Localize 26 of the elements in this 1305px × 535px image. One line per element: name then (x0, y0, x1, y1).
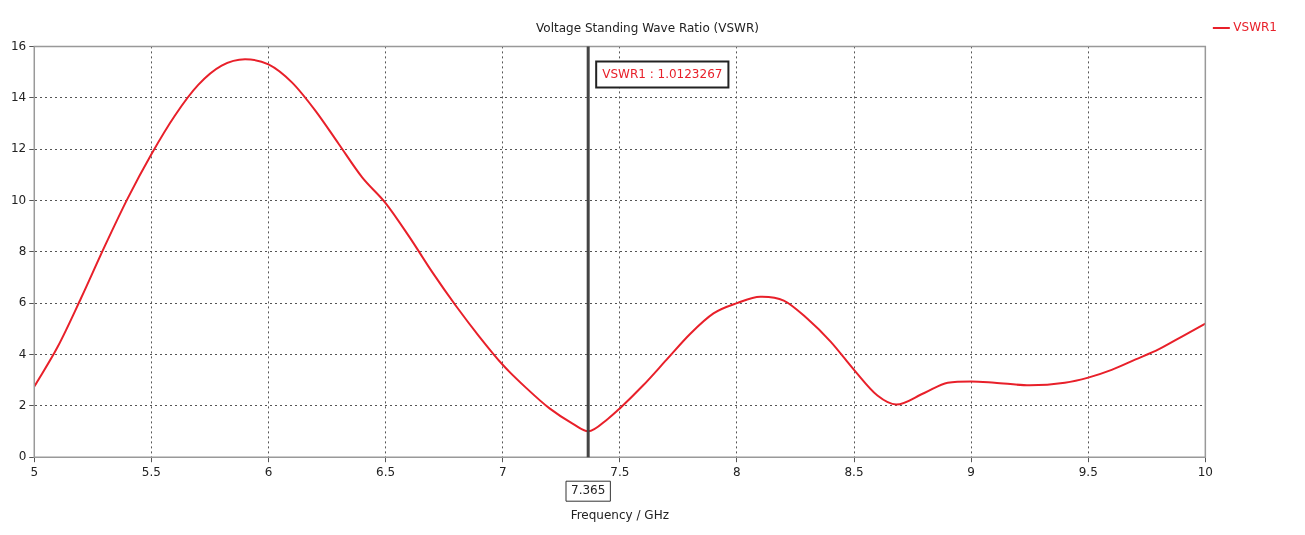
x-tick-label: 10 (1197, 464, 1213, 479)
x-tick-label: 5 (30, 464, 39, 479)
x-tick-label: 8 (733, 464, 741, 479)
legend-label: VSWR1 (1233, 20, 1278, 35)
x-tick-label: 9.5 (1078, 464, 1098, 479)
y-tick-label: 12 (10, 141, 27, 156)
x-tick-label: 5.5 (141, 464, 161, 479)
x-tick-label: 6 (264, 464, 273, 479)
y-tick-label: 2 (18, 397, 27, 412)
y-tick-label: 8 (18, 243, 27, 258)
x-tick-label: 7.5 (610, 464, 630, 479)
y-tick-label: 16 (10, 38, 27, 53)
chart-title: Voltage Standing Wave Ratio (VSWR) (536, 21, 759, 36)
ref-line-label: 7.365 (571, 483, 606, 498)
y-tick-label: 10 (10, 192, 27, 207)
y-tick-label: 14 (10, 89, 27, 104)
x-tick-label: 7 (498, 464, 507, 479)
x-tick-label: 9 (967, 464, 975, 479)
x-tick-label: 8.5 (844, 464, 864, 479)
annotation: VSWR1 : 1.0123267 (602, 66, 723, 81)
line-series (34, 58, 1206, 433)
y-tick-label: 6 (18, 295, 27, 310)
x-tick-label: 6.5 (376, 464, 396, 479)
x-axis-title: Frequency / GHz (570, 507, 669, 522)
y-tick-label: 4 (18, 346, 27, 361)
y-tick-label: 0 (18, 449, 27, 464)
